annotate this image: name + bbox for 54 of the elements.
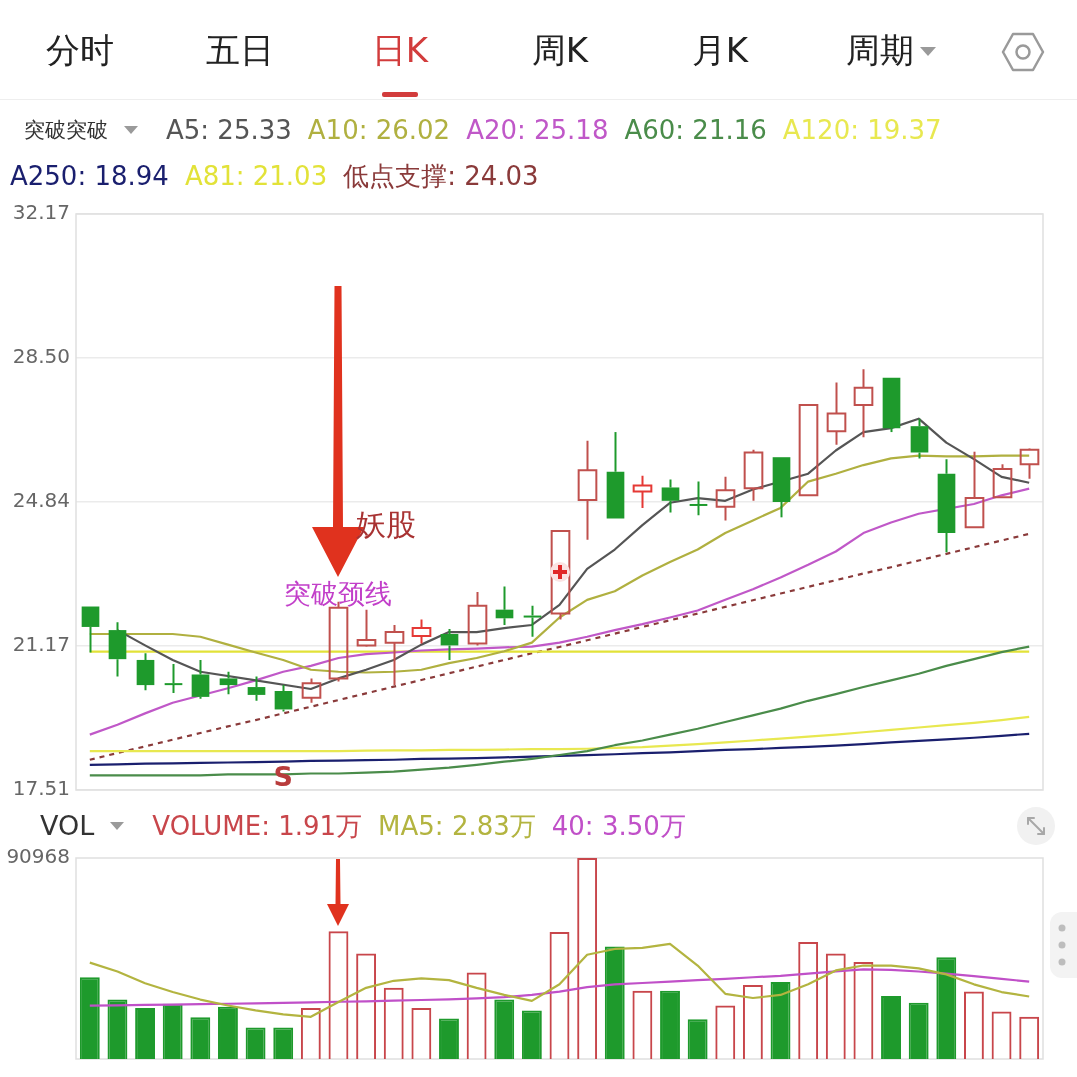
y-tick-label: 17.51 bbox=[12, 776, 70, 801]
legend-title: 突破突破 bbox=[24, 117, 108, 144]
candlestick bbox=[523, 604, 542, 638]
candlestick bbox=[826, 381, 847, 446]
annotation: 妖股 bbox=[356, 506, 417, 542]
text: A20: 25.18 bbox=[466, 114, 609, 147]
text: A60: 21.16 bbox=[624, 114, 767, 147]
text: 日K bbox=[371, 30, 429, 70]
candlestick bbox=[81, 606, 100, 654]
candlestick bbox=[384, 623, 405, 687]
candlestick bbox=[1019, 448, 1040, 480]
y-tick-label: 24.84 bbox=[12, 488, 70, 513]
candlestick bbox=[467, 590, 488, 647]
text: A250: 18.94 bbox=[10, 160, 169, 193]
text: 40: 3.50万 bbox=[551, 810, 686, 843]
candlestick bbox=[191, 658, 210, 700]
text: A120: 19.37 bbox=[782, 114, 942, 147]
candlestick bbox=[164, 662, 183, 694]
candlestick bbox=[440, 627, 459, 661]
y-tick-label: 28.50 bbox=[12, 344, 70, 369]
y-tick-label: 32.17 bbox=[12, 200, 70, 225]
text: 分时 bbox=[46, 30, 114, 70]
candlestick bbox=[910, 417, 929, 460]
candlestick bbox=[356, 608, 377, 647]
text: A81: 21.03 bbox=[184, 160, 328, 193]
candlestick bbox=[661, 478, 680, 514]
candlestick bbox=[247, 675, 266, 702]
text: 低点支撑: 24.03 bbox=[343, 160, 539, 193]
candlestick bbox=[772, 457, 791, 519]
text: A10: 26.02 bbox=[307, 114, 451, 147]
candlestick bbox=[274, 684, 293, 713]
text: A5: 25.33 bbox=[166, 114, 292, 147]
text: MA5: 2.83万 bbox=[378, 810, 536, 843]
candlestick bbox=[219, 670, 238, 696]
candlestick bbox=[882, 377, 901, 434]
candlestick bbox=[853, 368, 874, 439]
text: 周K bbox=[531, 30, 589, 70]
candlestick bbox=[964, 450, 985, 529]
text: 月K bbox=[691, 30, 749, 70]
candlestick bbox=[606, 431, 625, 519]
y-tick-label: 90968 bbox=[6, 844, 70, 869]
candlestick bbox=[715, 475, 736, 522]
candlestick bbox=[632, 474, 653, 509]
y-tick-label: 21.17 bbox=[12, 632, 70, 657]
candlestick bbox=[937, 458, 956, 554]
text: 周期 bbox=[846, 30, 914, 70]
annotation: 突破颈线 bbox=[284, 577, 393, 609]
candlestick bbox=[108, 621, 127, 678]
text: VOLUME: 1.91万 bbox=[152, 810, 363, 843]
text: 五日 bbox=[206, 30, 274, 70]
legend-title: VOL bbox=[40, 809, 95, 843]
candlestick bbox=[689, 480, 708, 517]
candlestick bbox=[577, 439, 598, 541]
candlestick bbox=[136, 652, 155, 692]
